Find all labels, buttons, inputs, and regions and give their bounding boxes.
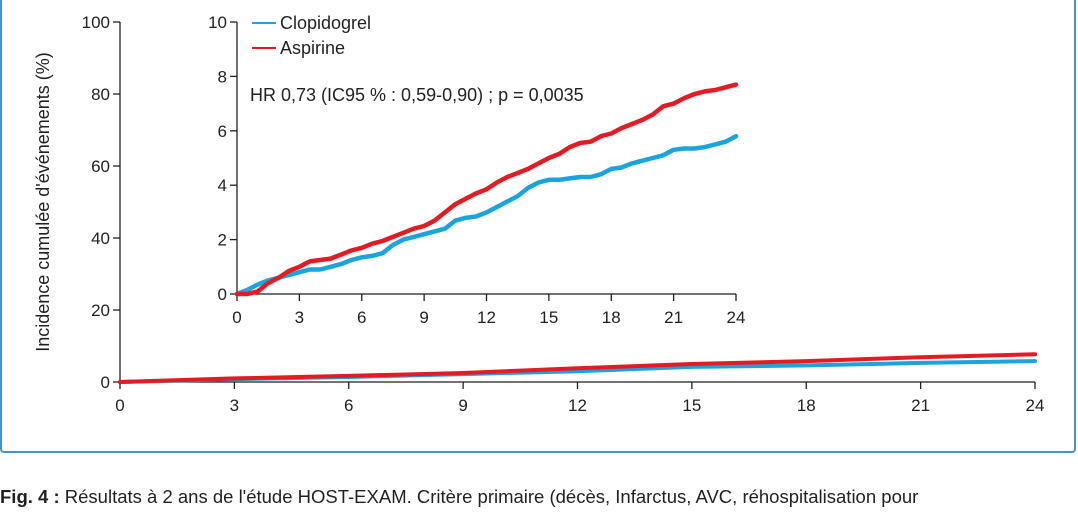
hazard-ratio-annotation: HR 0,73 (IC95 % : 0,59-0,90) ; p = 0,003…: [250, 85, 584, 105]
main-y-tick-label: 80: [91, 85, 110, 104]
figure-frame: [0, 0, 1076, 453]
inset-y-tick-label: 6: [218, 122, 227, 141]
inset-x-tick-label: 18: [602, 308, 621, 327]
main-x-tick-label: 3: [230, 396, 239, 415]
legend-label-aspirine: Aspirine: [280, 38, 345, 58]
inset-x-tick-label: 0: [232, 308, 241, 327]
inset-y-tick-label: 2: [218, 231, 227, 250]
inset-y-tick-label: 8: [218, 67, 227, 86]
main-x-tick-label: 12: [568, 396, 587, 415]
main-x-tick-label: 15: [682, 396, 701, 415]
inset-x-tick-label: 21: [664, 308, 683, 327]
main-y-axis-label: Incidence cumulée d'événements (%): [33, 52, 53, 352]
main-x-tick-label: 0: [115, 396, 124, 415]
main-y-tick-label: 20: [91, 301, 110, 320]
main-x-tick-label: 18: [797, 396, 816, 415]
main-y-tick-label: 40: [91, 229, 110, 248]
inset-x-tick-label: 3: [295, 308, 304, 327]
main-y-tick-label: 0: [101, 373, 110, 392]
inset-y-tick-label: 4: [218, 176, 227, 195]
inset-x-tick-label: 15: [539, 308, 558, 327]
inset-y-tick-label: 10: [208, 13, 227, 32]
inset-series-aspirine: [234, 82, 739, 297]
inset-x-tick-label: 12: [477, 308, 496, 327]
main-x-tick-label: 24: [1026, 396, 1045, 415]
legend-label-clopidogrel: Clopidogrel: [280, 13, 371, 33]
caption-label: Fig. 4 :: [0, 486, 60, 507]
inset-x-tick-label: 24: [727, 308, 746, 327]
inset-x-tick-label: 6: [357, 308, 366, 327]
inset-series-clopidogrel: [234, 133, 739, 297]
inset-y-tick-label: 0: [218, 285, 227, 304]
main-x-tick-label: 6: [344, 396, 353, 415]
main-y-tick-label: 60: [91, 157, 110, 176]
main-x-tick-label: 9: [458, 396, 467, 415]
main-series-aspirine: [118, 352, 1037, 384]
figure-caption: Fig. 4 : Résultats à 2 ans de l'étude HO…: [0, 486, 1078, 508]
inset-x-tick-label: 9: [419, 308, 428, 327]
main-y-tick-label: 100: [82, 13, 110, 32]
main-x-tick-label: 21: [911, 396, 930, 415]
caption-text: Résultats à 2 ans de l'étude HOST-EXAM. …: [59, 486, 919, 507]
